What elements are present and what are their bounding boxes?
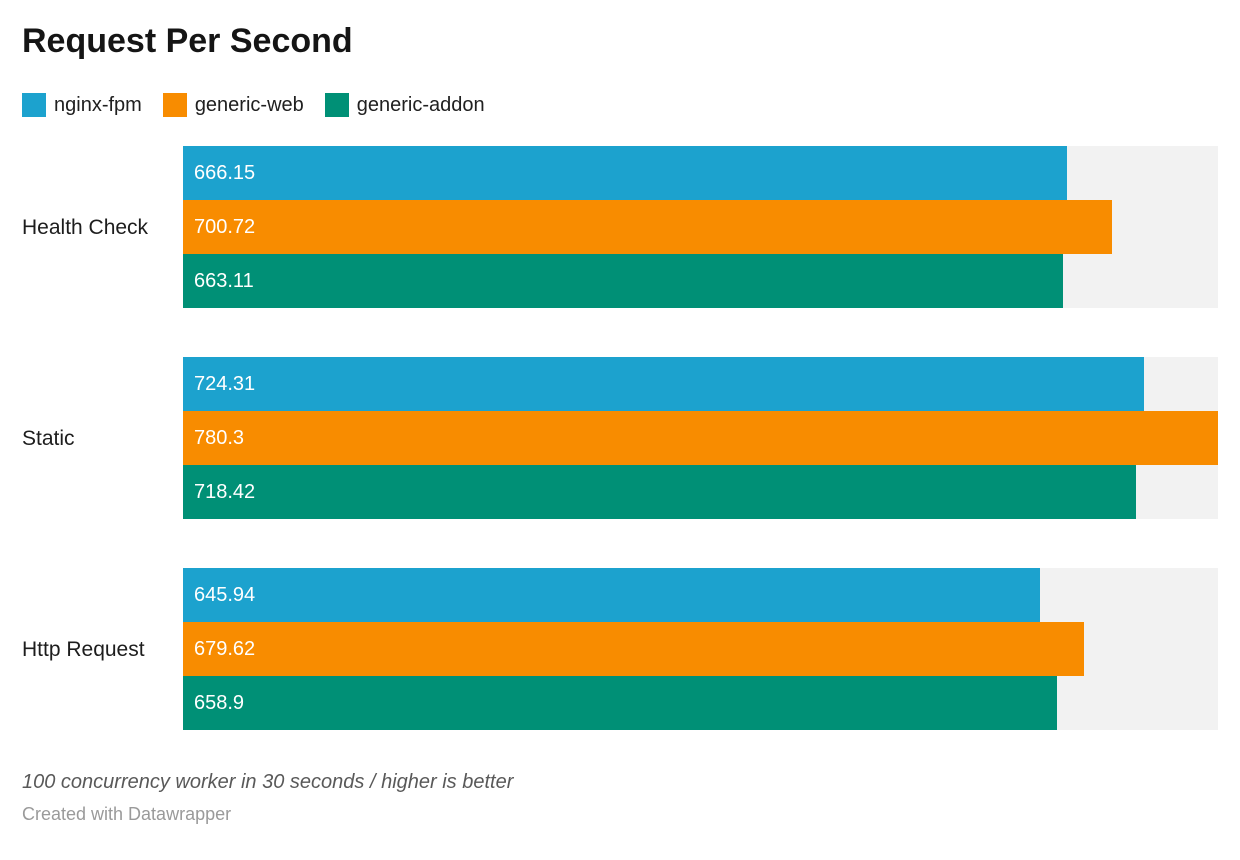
bar-generic-web: 679.62	[183, 622, 1085, 677]
bar-generic-addon: 658.9	[183, 676, 1057, 731]
bar-nginx-fpm: 724.31	[183, 357, 1144, 412]
bar-track: 780.3	[183, 411, 1218, 466]
legend-swatch-icon	[324, 93, 349, 118]
bar-generic-addon: 663.11	[183, 254, 1063, 309]
legend-label: generic-addon	[356, 94, 485, 117]
chart-notes: 100 concurrency worker in 30 seconds / h…	[22, 771, 514, 794]
bar-value-label: 663.11	[194, 269, 254, 292]
bar-value-label: 700.72	[194, 215, 256, 238]
bar-group-bars: 645.94 679.62 658.9	[183, 568, 1218, 731]
bar-track: 724.31	[183, 357, 1218, 412]
legend-swatch-icon	[162, 93, 187, 118]
bar-value-label: 679.62	[194, 637, 256, 660]
bar-generic-addon: 718.42	[183, 465, 1136, 520]
bar-group-bars: 724.31 780.3 718.42	[183, 357, 1218, 520]
bar-track: 679.62	[183, 622, 1218, 677]
bar-nginx-fpm: 666.15	[183, 146, 1067, 201]
bar-track: 718.42	[183, 465, 1218, 520]
bar-value-label: 718.42	[194, 480, 256, 503]
bar-generic-web: 700.72	[183, 200, 1113, 255]
bar-track: 658.9	[183, 676, 1218, 731]
legend: nginx-fpm generic-web generic-addon	[22, 93, 1218, 118]
legend-label: nginx-fpm	[54, 94, 142, 117]
legend-swatch-icon	[22, 93, 46, 118]
bar-value-label: 724.31	[194, 372, 256, 395]
chart-title: Request Per Second	[22, 22, 353, 60]
bar-generic-web: 780.3	[183, 411, 1218, 466]
legend-item-generic-addon: generic-addon	[324, 93, 485, 118]
legend-item-generic-web: generic-web	[162, 93, 304, 118]
bar-value-label: 666.15	[194, 161, 256, 184]
bar-value-label: 658.9	[194, 691, 245, 714]
bar-value-label: 645.94	[194, 583, 256, 606]
bar-group: Http Request 645.94 679.62 658.9	[22, 568, 1218, 731]
bar-track: 645.94	[183, 568, 1218, 623]
category-label: Health Check	[22, 215, 149, 239]
category-label: Static	[22, 426, 75, 450]
bar-track: 700.72	[183, 200, 1218, 255]
bar-value-label: 780.3	[194, 426, 245, 449]
bar-group-bars: 666.15 700.72 663.11	[183, 146, 1218, 309]
bar-group: Static 724.31 780.3 718.42	[22, 357, 1218, 520]
bar-track: 663.11	[183, 254, 1218, 309]
bar-chart: Health Check 666.15 700.72 663.11 Static 724.…	[22, 146, 1218, 731]
bar-nginx-fpm: 645.94	[183, 568, 1040, 623]
legend-item-nginx-fpm: nginx-fpm	[22, 93, 142, 118]
bar-group: Health Check 666.15 700.72 663.11	[22, 146, 1218, 309]
datawrapper-attribution: Created with Datawrapper	[22, 804, 232, 825]
legend-label: generic-web	[194, 94, 304, 117]
bar-track: 666.15	[183, 146, 1218, 201]
category-label: Http Request	[22, 637, 145, 661]
